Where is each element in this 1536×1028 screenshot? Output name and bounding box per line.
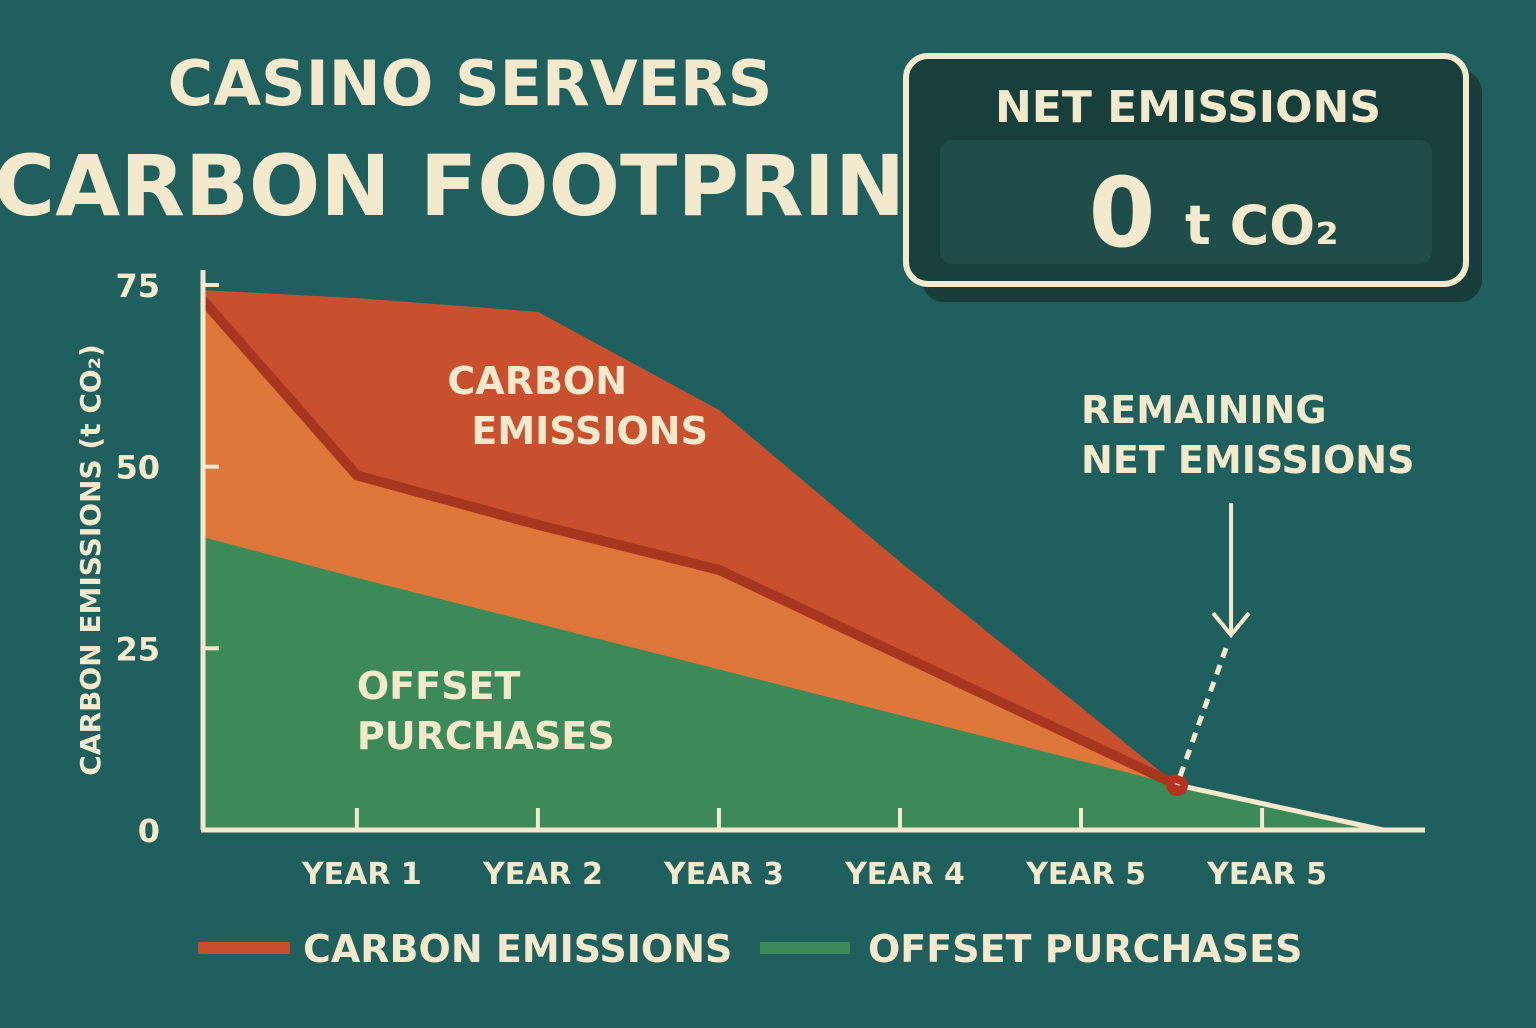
net-value: 0 [1089,157,1156,269]
annotation: CARBON [447,359,627,403]
offset-area [203,537,1384,830]
net-label: NET EMISSIONS [995,82,1381,133]
chart-title: CARBON FOOTPRINT [0,137,962,235]
offset-tail [1176,782,1384,833]
net-unit: t CO₂ [1185,194,1339,257]
y-tick-label: 25 [115,630,160,668]
x-tick-label: YEAR 5 [1025,857,1146,892]
y-tick-label: 0 [138,812,160,850]
annotation: EMISSIONS [471,409,708,453]
x-tick-label: YEAR 3 [663,857,784,892]
annotation: REMAINING [1081,388,1327,432]
x-tick-label: YEAR 1 [301,857,422,892]
annotation: OFFSET [357,664,521,708]
arrow-head [1211,611,1251,639]
annotation: PURCHASES [357,714,615,758]
legend-label: OFFSET PURCHASES [868,927,1302,971]
emissions-line [199,296,1180,790]
x-tick-label: YEAR 2 [482,857,603,892]
y-tick-label: 75 [115,267,160,305]
legend-label: CARBON EMISSIONS [303,927,732,971]
annotation: NET EMISSIONS [1081,438,1414,482]
x-tick-label: YEAR 5 [1206,857,1327,892]
chart-title: CASINO SERVERS [168,47,773,120]
dashed-guide [1174,647,1229,786]
y-axis-label: CARBON EMISSIONS (t CO₂) [74,344,107,776]
net-panel [940,140,1432,264]
y-tick-label: 50 [115,449,160,487]
x-tick-label: YEAR 4 [844,857,965,892]
